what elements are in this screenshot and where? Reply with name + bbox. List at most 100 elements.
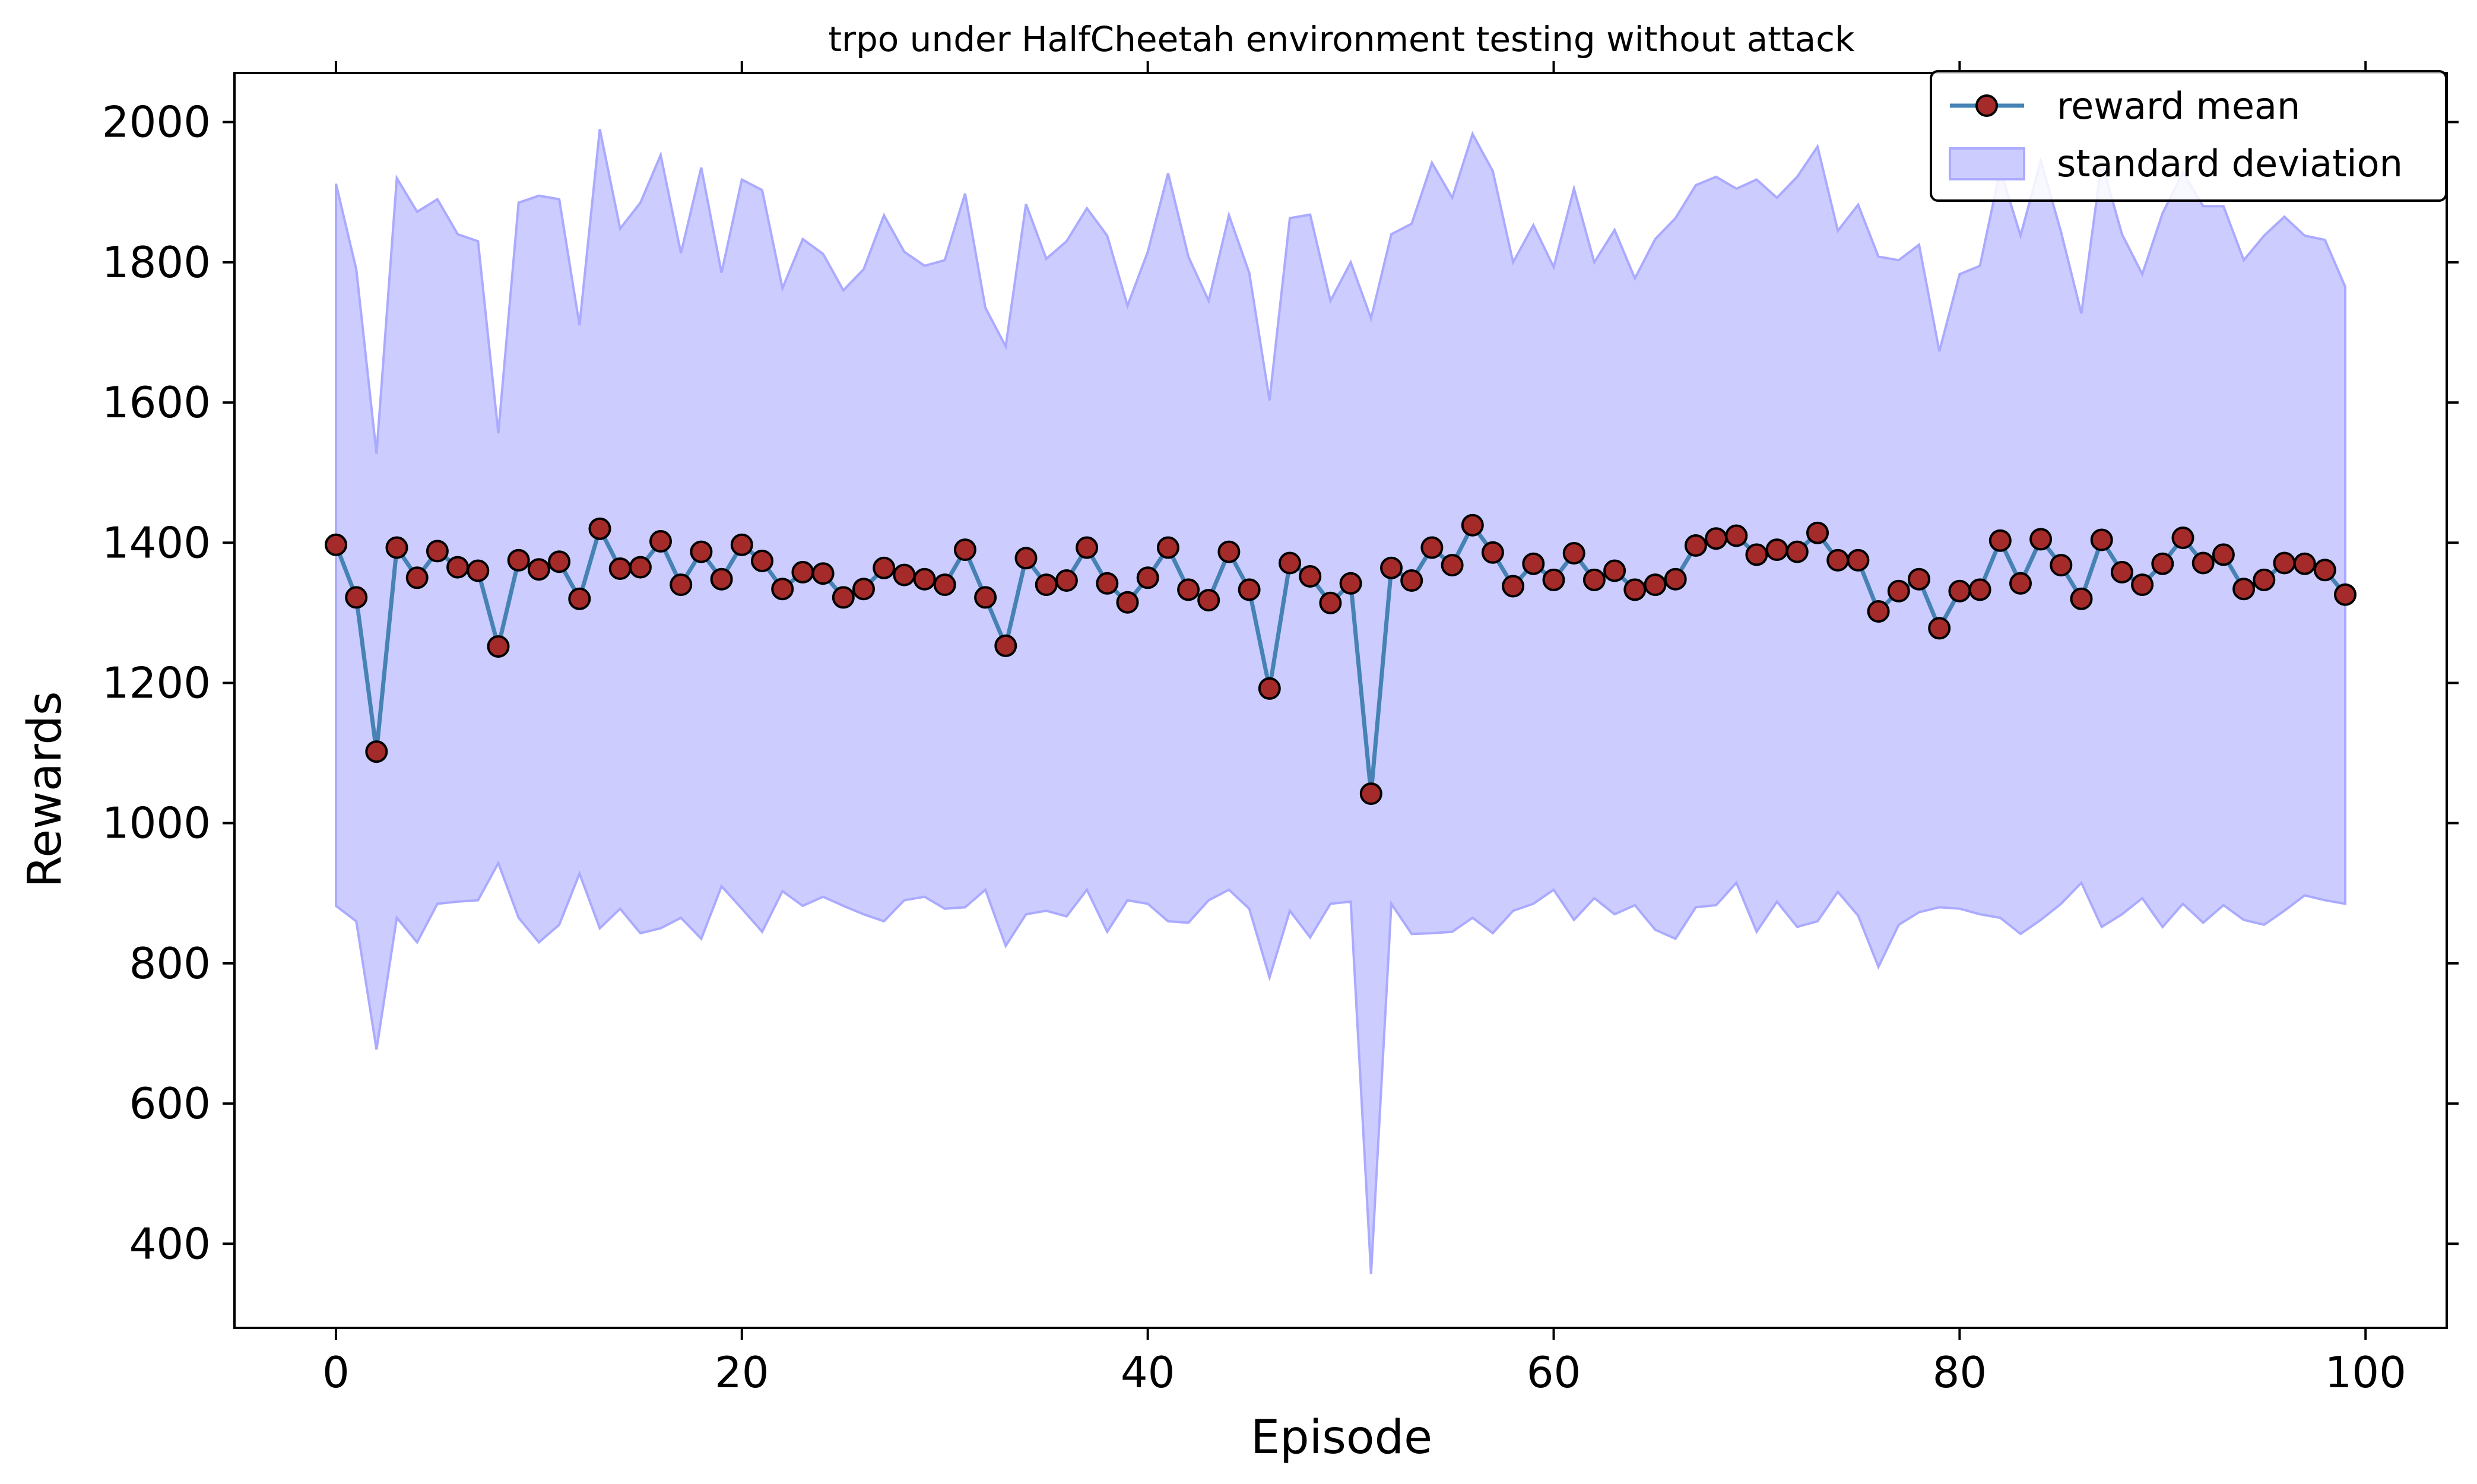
data-point (1481, 541, 1504, 564)
data-point (1238, 578, 1261, 601)
data-point (1582, 568, 1606, 591)
data-point (1745, 543, 1768, 566)
data-point (811, 562, 835, 585)
data-point (1623, 578, 1647, 601)
data-point (426, 540, 449, 563)
data-point (2090, 528, 2113, 551)
data-point (2253, 568, 2276, 591)
plot-frame (233, 72, 2448, 1329)
data-point (974, 586, 997, 609)
plot-area (325, 129, 2357, 1274)
data-point (2110, 560, 2133, 584)
data-point (2050, 554, 2073, 577)
y-tick-label: 400 (129, 1219, 211, 1269)
data-point (1705, 527, 1728, 550)
std-band-area (335, 129, 2346, 1274)
data-point (446, 556, 470, 579)
data-point (568, 587, 591, 610)
data-point (1785, 540, 1809, 563)
data-point (1217, 540, 1241, 563)
y-tick-label: 2000 (102, 97, 211, 147)
data-point (649, 529, 672, 553)
x-tick-label: 20 (715, 1347, 769, 1397)
data-point (1197, 589, 1220, 612)
data-point (1887, 579, 1910, 603)
data-point (1806, 521, 1829, 544)
y-tick-label: 800 (129, 938, 211, 988)
data-point (1116, 591, 1139, 614)
data-point (1928, 617, 1951, 640)
data-point (385, 536, 408, 559)
data-point (852, 578, 875, 601)
data-point (345, 586, 368, 609)
data-point (994, 634, 1017, 657)
data-point (751, 550, 773, 572)
data-point (1156, 536, 1179, 559)
legend-band-swatch (1949, 147, 2025, 180)
data-point (1826, 548, 1850, 572)
data-point (1014, 547, 1038, 570)
data-point (1765, 538, 1788, 562)
x-tick-label: 40 (1121, 1347, 1175, 1397)
data-point (2171, 527, 2194, 549)
data-point (1847, 548, 1870, 572)
x-axis: 0 20 40 60 80 100 (322, 61, 2406, 1397)
data-point (2191, 551, 2215, 575)
data-point (730, 533, 753, 556)
data-point (2334, 583, 2357, 606)
data-point (1035, 573, 1058, 597)
data-point (1684, 534, 1707, 557)
data-point (690, 540, 713, 563)
data-point (1542, 568, 1565, 591)
x-tick-label: 80 (1933, 1347, 1987, 1397)
legend-label-mean: reward mean (2057, 84, 2300, 128)
data-point (2151, 552, 2174, 575)
data-point (1644, 573, 1667, 597)
data-point (548, 550, 571, 573)
data-point (629, 556, 652, 579)
data-point (1319, 591, 1342, 614)
y-tick-label: 600 (129, 1079, 211, 1128)
data-point (710, 567, 733, 591)
data-point (1461, 513, 1484, 537)
data-point (365, 740, 388, 763)
data-point (1279, 551, 1301, 575)
data-point (1968, 578, 1991, 601)
reward-mean-markers (325, 513, 2357, 806)
y-tick-label: 1400 (102, 518, 211, 567)
data-point (2070, 587, 2093, 610)
data-point (1299, 565, 1322, 588)
data-point (2293, 552, 2316, 575)
data-point (1380, 556, 1403, 579)
y-tick-label: 1000 (102, 798, 211, 848)
data-point (1725, 524, 1748, 547)
legend: reward mean standard deviation (1930, 70, 2447, 202)
data-point (1420, 536, 1444, 559)
reward-mean-line (334, 521, 2347, 794)
data-point (1177, 578, 1200, 601)
data-point (2313, 559, 2336, 582)
data-point (2212, 543, 2235, 566)
data-point (832, 586, 855, 609)
legend-label-std: standard deviation (2057, 142, 2403, 185)
data-point (913, 567, 936, 591)
y-tick-label: 1600 (102, 378, 211, 427)
chart-title: trpo under HalfCheetah environment testi… (828, 19, 1855, 59)
data-point (933, 573, 956, 597)
x-tick-label: 0 (322, 1347, 350, 1397)
data-point (2232, 578, 2256, 601)
data-point (1908, 567, 1930, 591)
data-point (2009, 572, 2032, 595)
data-point (1136, 566, 1159, 589)
data-point (588, 517, 611, 540)
data-point (1441, 554, 1464, 577)
data-point (1664, 567, 1687, 591)
data-point (1258, 677, 1281, 700)
data-point (893, 563, 916, 586)
data-point (608, 557, 632, 580)
data-point (873, 556, 896, 579)
data-point (2029, 528, 2053, 551)
data-point (1400, 569, 1423, 592)
data-point (1339, 572, 1362, 595)
data-point (467, 559, 490, 582)
